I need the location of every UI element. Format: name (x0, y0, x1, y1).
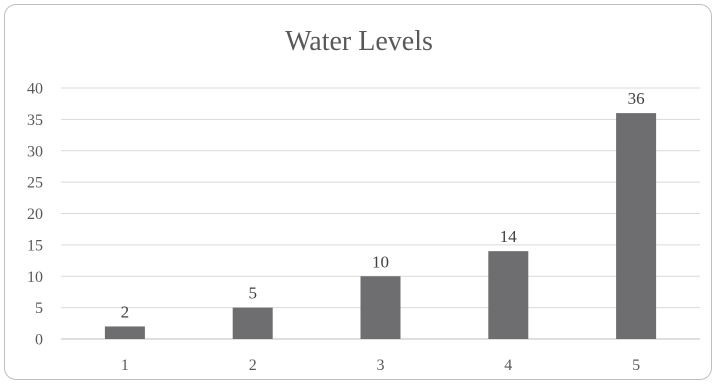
y-tick-label: 35 (27, 112, 43, 129)
data-label: 2 (121, 302, 130, 321)
y-tick-label: 20 (27, 206, 43, 223)
x-tick-label: 4 (504, 357, 512, 374)
y-tick-label: 10 (27, 269, 43, 286)
data-labels: 2 5 10 14 36 (121, 89, 645, 321)
x-tick-label: 5 (632, 357, 640, 374)
y-tick-label: 30 (27, 143, 43, 160)
bar (232, 307, 273, 339)
data-label: 36 (628, 89, 645, 108)
bars (104, 113, 657, 339)
data-label: 10 (372, 252, 389, 271)
x-tick-label: 3 (377, 357, 385, 374)
bar (616, 113, 657, 339)
data-label: 14 (500, 227, 518, 246)
x-axis-ticks: 1 2 3 4 5 (121, 357, 640, 374)
bar (360, 276, 401, 339)
y-axis-ticks: 0 5 10 15 20 25 30 35 40 (27, 81, 43, 349)
x-tick-label: 2 (249, 357, 257, 374)
x-tick-label: 1 (121, 357, 129, 374)
chart-title: Water Levels (285, 26, 433, 57)
y-tick-label: 40 (27, 81, 43, 98)
y-tick-label: 0 (35, 332, 43, 349)
bar (488, 251, 529, 339)
y-tick-label: 25 (27, 175, 43, 192)
data-label: 5 (248, 284, 257, 303)
chart-frame (4, 4, 712, 380)
y-tick-label: 15 (27, 237, 43, 254)
y-tick-label: 5 (35, 300, 43, 317)
bar (104, 326, 145, 339)
